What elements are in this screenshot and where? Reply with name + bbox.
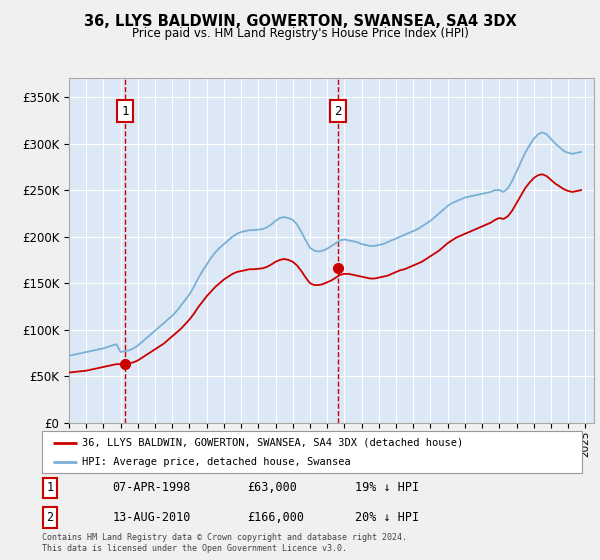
Text: HPI: Average price, detached house, Swansea: HPI: Average price, detached house, Swan… bbox=[83, 457, 351, 467]
Text: £63,000: £63,000 bbox=[247, 481, 297, 494]
Text: 2: 2 bbox=[47, 511, 53, 524]
Text: 1: 1 bbox=[122, 105, 129, 118]
Text: 2: 2 bbox=[334, 105, 341, 118]
Text: 19% ↓ HPI: 19% ↓ HPI bbox=[355, 481, 419, 494]
Text: 07-APR-1998: 07-APR-1998 bbox=[112, 481, 191, 494]
Text: 13-AUG-2010: 13-AUG-2010 bbox=[112, 511, 191, 524]
Text: 36, LLYS BALDWIN, GOWERTON, SWANSEA, SA4 3DX (detached house): 36, LLYS BALDWIN, GOWERTON, SWANSEA, SA4… bbox=[83, 437, 464, 447]
Text: Price paid vs. HM Land Registry's House Price Index (HPI): Price paid vs. HM Land Registry's House … bbox=[131, 27, 469, 40]
Text: 36, LLYS BALDWIN, GOWERTON, SWANSEA, SA4 3DX: 36, LLYS BALDWIN, GOWERTON, SWANSEA, SA4… bbox=[83, 14, 517, 29]
Text: Contains HM Land Registry data © Crown copyright and database right 2024.
This d: Contains HM Land Registry data © Crown c… bbox=[42, 533, 407, 553]
Text: 1: 1 bbox=[47, 481, 53, 494]
Text: 20% ↓ HPI: 20% ↓ HPI bbox=[355, 511, 419, 524]
Text: £166,000: £166,000 bbox=[247, 511, 304, 524]
